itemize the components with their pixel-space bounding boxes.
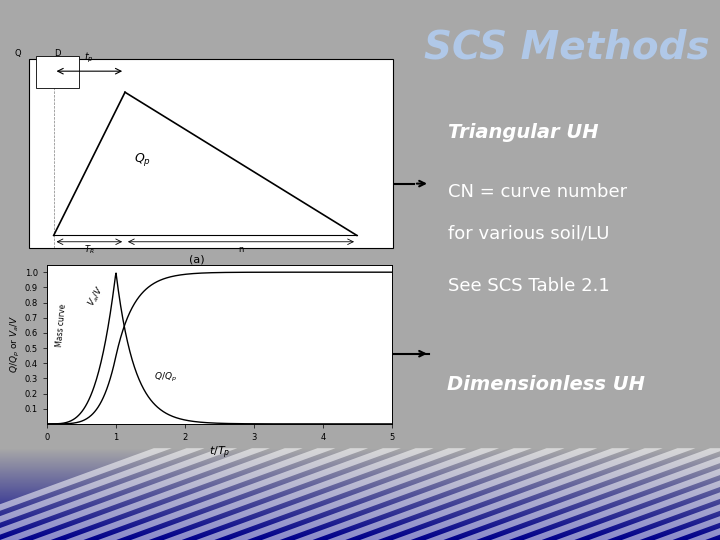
- Polygon shape: [0, 448, 238, 540]
- Text: Figure 2.13: Figure 2.13: [176, 466, 235, 476]
- Polygon shape: [262, 448, 532, 540]
- Polygon shape: [523, 448, 720, 540]
- Text: (a): (a): [189, 255, 204, 265]
- Polygon shape: [197, 448, 467, 540]
- Polygon shape: [426, 448, 696, 540]
- Text: SCS Methods: SCS Methods: [424, 28, 710, 66]
- Text: for various soil/LU: for various soil/LU: [449, 224, 610, 242]
- Polygon shape: [66, 448, 336, 540]
- Text: Q: Q: [14, 50, 22, 58]
- Polygon shape: [98, 448, 368, 540]
- Y-axis label: $Q/Q_p$ or $V_a/V$: $Q/Q_p$ or $V_a/V$: [9, 315, 22, 374]
- Polygon shape: [622, 448, 720, 540]
- Text: (a) SCS triangular unit hydrograph. (b) SCS dimensionless unit hydrograph. (SCS,: (a) SCS triangular unit hydrograph. (b) …: [4, 481, 311, 488]
- Polygon shape: [229, 448, 499, 540]
- Polygon shape: [163, 448, 433, 540]
- Polygon shape: [0, 448, 204, 540]
- Polygon shape: [458, 448, 720, 540]
- Text: See SCS Table 2.1: See SCS Table 2.1: [449, 277, 610, 295]
- Polygon shape: [688, 448, 720, 540]
- Text: CN = curve number: CN = curve number: [449, 184, 627, 201]
- Text: D: D: [54, 50, 60, 58]
- Polygon shape: [131, 448, 401, 540]
- Text: Triangular UH: Triangular UH: [449, 123, 599, 143]
- Polygon shape: [491, 448, 720, 540]
- Text: $t_p$: $t_p$: [84, 50, 94, 65]
- Polygon shape: [392, 448, 662, 540]
- Polygon shape: [294, 448, 564, 540]
- Polygon shape: [0, 448, 270, 540]
- Polygon shape: [328, 448, 598, 540]
- Polygon shape: [0, 448, 172, 540]
- Polygon shape: [360, 448, 630, 540]
- Text: $T_R$: $T_R$: [84, 244, 94, 256]
- Text: $Q_p$: $Q_p$: [135, 151, 151, 168]
- Text: Dimensionless UH: Dimensionless UH: [447, 375, 645, 394]
- Text: $Q/Q_p$: $Q/Q_p$: [154, 372, 177, 384]
- Polygon shape: [32, 448, 302, 540]
- Polygon shape: [557, 448, 720, 540]
- Polygon shape: [654, 448, 720, 540]
- X-axis label: $t/T_p$: $t/T_p$: [209, 445, 230, 461]
- Text: $V_a/V$: $V_a/V$: [85, 284, 107, 309]
- Polygon shape: [589, 448, 720, 540]
- Text: n: n: [238, 245, 243, 254]
- Bar: [36, 56, 78, 88]
- Text: Mass curve: Mass curve: [55, 303, 68, 347]
